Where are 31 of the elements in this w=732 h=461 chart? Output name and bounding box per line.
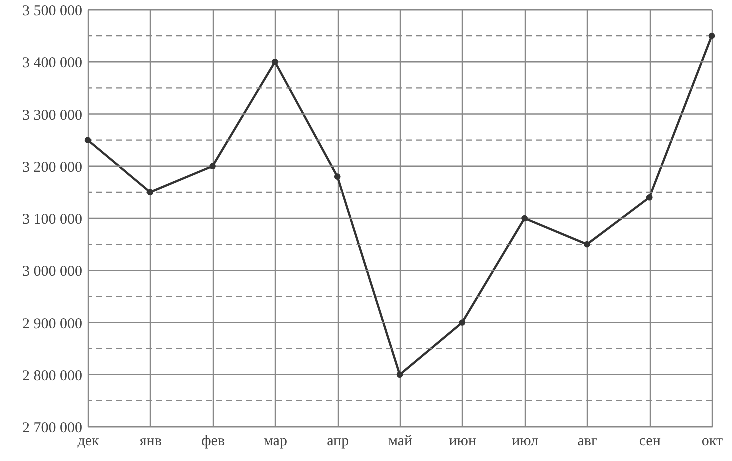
point [147, 189, 154, 196]
point [396, 372, 404, 378]
y-tick-label: 2 700 000 [22, 420, 82, 436]
point [334, 174, 341, 180]
point [272, 58, 278, 66]
point [646, 194, 653, 201]
y-tick-label: 3 500 000 [22, 4, 82, 20]
y-tick-label: 3 300 000 [22, 108, 82, 124]
y-tick-label: 3 100 000 [22, 212, 82, 228]
x-tick-label: май [388, 434, 413, 450]
y-tick-label: 3 200 000 [22, 160, 82, 176]
point [210, 163, 216, 170]
x-tick-label: авг [578, 434, 598, 450]
x-tick-label: апр [327, 434, 350, 450]
point [522, 215, 528, 222]
x-tick-label: дек [78, 434, 100, 450]
x-tick-label: янв [140, 434, 162, 450]
y-tick-label: 2 900 000 [22, 316, 82, 332]
y-tick-label: 3 400 000 [22, 56, 82, 72]
point [584, 241, 590, 248]
point [459, 320, 466, 326]
x-tick-label: фев [202, 434, 226, 450]
point [84, 137, 92, 144]
x-tick-label: окт [702, 434, 724, 450]
x-tick-label: мар [264, 434, 288, 450]
point [708, 32, 716, 40]
y-tick-label: 3 000 000 [22, 264, 82, 280]
x-tick-label: сен [639, 434, 661, 450]
x-tick-label: июл [512, 434, 539, 450]
y-tick-label: 2 800 000 [22, 368, 82, 384]
x-tick-label: июн [449, 434, 477, 450]
